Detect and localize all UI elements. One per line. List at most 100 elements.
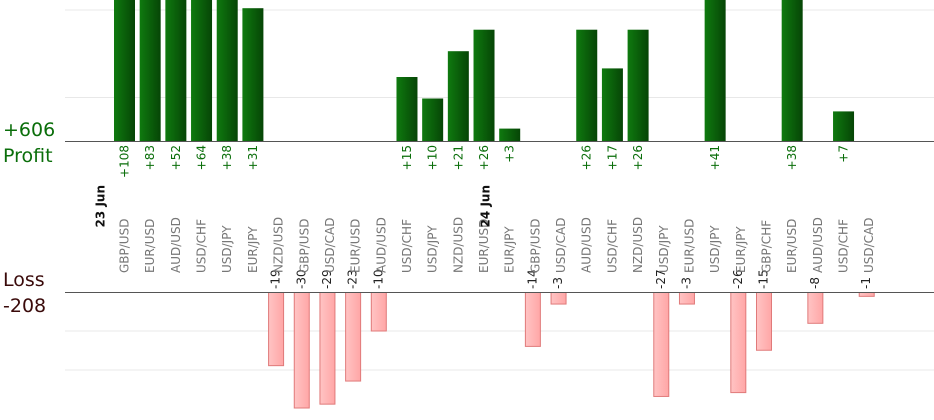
loss-label: Loss [3,269,45,291]
loss-bar [319,292,336,405]
pair-tick-label: USD/JPY [657,225,671,273]
profit-value-label: +108 [118,145,132,178]
profit-value-label: +26 [580,145,594,170]
loss-value-label: -1 [859,277,873,289]
loss-value-label: -27 [654,269,668,289]
pair-tick-label: EUR/USD [349,219,363,273]
profit-value-label: +64 [195,145,209,170]
pair-tick-label: USD/CHF [837,219,851,273]
loss-value-label: -3 [551,277,565,289]
loss-value-label: -10 [371,269,385,289]
loss-bars [268,292,875,409]
profit-value-label: +17 [605,145,619,170]
pair-tick-label: USD/JPY [220,225,234,273]
profit-bar [833,111,855,142]
loss-bar [730,292,747,394]
loss-bar [524,292,541,347]
profit-value-label: +26 [477,145,491,170]
loss-bar [756,292,772,351]
loss-bar [807,292,824,324]
profit-value-label: +10 [426,145,440,170]
loss-value-label: -29 [320,269,334,289]
pair-tick-label: EUR/USD [477,219,491,273]
date-tick-label: 24 Jun [479,185,493,227]
profit-bar [499,128,521,142]
loss-total: -208 [3,295,47,317]
loss-bar [268,292,285,367]
loss-bar [293,292,310,409]
loss-value-label: -15 [757,269,771,289]
pair-tick-label: GBP/USD [118,219,132,273]
profit-bar [242,8,264,142]
pair-tick-label: AUD/USD [169,217,183,273]
pair-tick-label: EUR/JPY [734,226,748,273]
loss-bar [653,292,670,397]
pair-tick-label: NZD/USD [451,217,465,273]
profit-total: +606 [3,119,56,141]
profit-value-label: +31 [246,145,260,170]
loss-value-label: -19 [269,269,283,289]
profit-value-label: +21 [451,145,465,170]
loss-bar [370,292,387,332]
pair-tick-label: AUD/USD [580,217,594,273]
pair-tick-label: USD/CHF [605,219,619,273]
pair-tick-label: USD/CAD [554,217,568,273]
profit-value-label: +15 [400,145,414,170]
loss-bar [678,292,695,305]
profit-bar [601,68,623,142]
pair-tick-label: USD/JPY [708,225,722,273]
profit-value-label: +52 [169,145,183,170]
loss-value-label: -26 [731,269,745,289]
profit-bars [114,0,855,142]
date-tick-label: 23 Jun [94,185,108,227]
profit-value-label: +3 [503,145,517,163]
value-labels: +108 +83 +52 +64 +38 +31 -19 -30 -29 -23 -10 +15 +10… [118,145,874,289]
profit-bar [396,77,418,142]
profit-value-label: +41 [708,145,722,170]
pair-tick-label: EUR/USD [143,219,157,273]
profit-bar [191,0,213,142]
pair-tick-label: AUD/USD [374,217,388,273]
loss-value-label: -14 [525,269,539,289]
loss-bar [858,292,875,297]
profit-value-label: +38 [220,145,234,170]
profit-value-label: +83 [143,145,157,170]
pair-tick-label: USD/CAD [862,217,876,273]
pair-tick-label: NZD/USD [272,217,286,273]
pair-tick-label: EUR/JPY [246,226,260,273]
profit-bar [473,29,495,142]
pair-tick-label: EUR/USD [785,219,799,273]
pair-tick-label: USD/CHF [195,219,209,273]
profit-bar [447,51,469,142]
profit-bar [216,0,238,142]
loss-bar [345,292,362,382]
pair-tick-label: EUR/JPY [503,226,517,273]
profit-value-label: +26 [631,145,645,170]
profit-bar [627,29,649,142]
pair-tick-label: USD/CHF [400,219,414,273]
profit-bar [139,0,161,142]
pair-tick-label: USD/JPY [426,225,440,273]
profit-bar [422,98,444,142]
pair-tick-label: EUR/USD [682,219,696,273]
profit-bar [165,0,187,142]
pair-tick-label: GBP/USD [528,219,542,273]
profit-value-label: +38 [785,145,799,170]
pair-tick-label: GBP/CHF [760,220,774,273]
pair-tick-label: NZD/USD [631,217,645,273]
profit-bar [781,0,803,142]
pair-tick-label: GBP/USD [297,219,311,273]
loss-value-label: -23 [346,269,360,289]
loss-value-label: -8 [808,277,822,289]
profit-value-label: +7 [837,145,851,163]
profit-bar [576,29,598,142]
category-ticks: GBP/USD 23 Jun EUR/USD AUD/USD USD/CHF USD/JP… [94,185,877,273]
pair-tick-label: AUD/USD [811,217,825,273]
profit-bar [114,0,135,142]
loss-bar [550,292,567,305]
loss-value-label: -30 [294,269,308,289]
profit-bar [704,0,726,142]
profit-label: Profit [3,145,53,167]
pair-tick-label: USD/CAD [323,217,337,273]
